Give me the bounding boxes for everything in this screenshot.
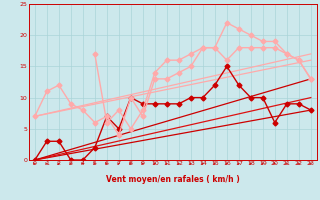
X-axis label: Vent moyen/en rafales ( km/h ): Vent moyen/en rafales ( km/h ) [106,175,240,184]
